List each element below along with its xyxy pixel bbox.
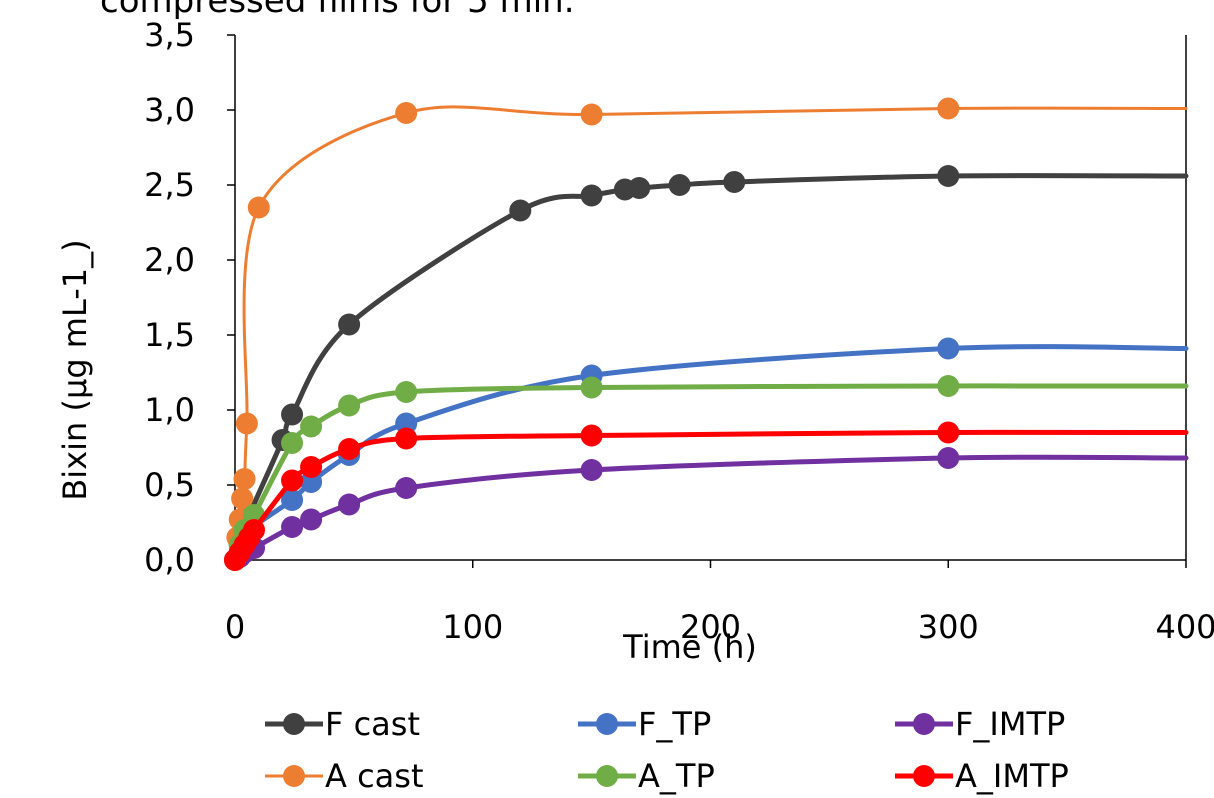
data-point: [281, 432, 304, 454]
plot-area: [224, 97, 1189, 571]
y-tick-label: 0,0: [144, 541, 195, 579]
series-line: [232, 344, 1189, 563]
data-point: [338, 313, 361, 336]
y-tick-label: 3,0: [144, 91, 195, 129]
legend-swatch-marker: [913, 765, 935, 787]
data-point: [281, 469, 304, 492]
data-point: [509, 199, 532, 222]
x-tick-label: 0: [225, 608, 245, 646]
legend-label: A_IMTP: [955, 757, 1069, 795]
series-f-cast: [224, 165, 1189, 571]
legend-item: F_IMTP: [895, 705, 1065, 743]
y-tick-label: 2,5: [144, 166, 195, 204]
legend-item: F cast: [265, 705, 420, 743]
data-point: [233, 468, 256, 490]
data-point: [281, 516, 304, 538]
data-point: [580, 103, 603, 126]
series-f-imtp: [224, 447, 1189, 571]
series-a-tp: [224, 375, 1189, 571]
y-tick-label: 3,5: [144, 16, 195, 54]
data-point: [723, 171, 746, 193]
legend-swatch-marker: [596, 713, 618, 735]
data-point: [235, 412, 258, 435]
data-point: [231, 487, 254, 510]
data-point: [300, 456, 323, 478]
data-point: [395, 477, 418, 499]
data-point: [937, 375, 960, 397]
y-axis-ticks: 0,0 0,5 1,0 1,5 2,0 2,5 3,0 3,5: [144, 16, 235, 579]
y-tick-label: 2,0: [144, 241, 195, 279]
x-tick-label: 400: [1155, 608, 1214, 646]
x-tick-label: 300: [918, 608, 979, 646]
x-tick-label: 100: [442, 608, 503, 646]
data-point: [580, 424, 603, 447]
data-point: [300, 415, 323, 438]
y-tick-label: 1,0: [144, 391, 195, 429]
data-point: [937, 337, 960, 360]
legend-swatch-marker: [596, 765, 618, 787]
data-point: [338, 394, 361, 417]
data-point: [580, 376, 603, 399]
x-tick-label: 200: [680, 608, 741, 646]
data-point: [668, 174, 691, 196]
data-point: [580, 459, 603, 481]
legend: F cast F_TP F_IMTP A cast A_TP A_IMTP: [265, 705, 1069, 795]
x-axis-title: Time (h): [622, 628, 757, 666]
data-point: [395, 102, 418, 124]
y-tick-label: 0,5: [144, 466, 195, 504]
legend-swatch-marker: [913, 713, 935, 735]
data-point: [937, 447, 960, 469]
data-point: [580, 184, 603, 207]
x-axis-ticks: 0 100 200 300 400: [225, 560, 1214, 646]
data-point: [395, 427, 418, 450]
data-point: [300, 508, 323, 531]
series-line: [232, 454, 1189, 563]
data-point: [247, 196, 270, 219]
legend-label: F_IMTP: [955, 705, 1065, 743]
legend-item: A_TP: [578, 757, 715, 795]
legend-item: F_TP: [578, 705, 711, 743]
data-point: [937, 421, 960, 444]
legend-label: A_TP: [638, 757, 715, 795]
series-a-cast: [224, 97, 1188, 571]
series-a-imtp: [224, 421, 1189, 571]
data-point: [281, 403, 304, 426]
data-point: [243, 519, 266, 541]
data-point: [937, 97, 960, 120]
legend-item: A cast: [265, 757, 423, 795]
legend-label: F_TP: [638, 705, 711, 743]
legend-swatch-marker: [283, 713, 305, 735]
series-f-tp: [224, 337, 1189, 571]
chart-title: compressed films for 5 min.: [100, 0, 575, 21]
legend-swatch-marker: [283, 765, 305, 787]
series-line: [232, 173, 1189, 563]
series-line: [232, 383, 1189, 563]
legend-label: F cast: [325, 705, 420, 743]
data-point: [338, 493, 361, 516]
data-point: [937, 165, 960, 187]
y-axis-title: Bixin (µg mL-1_): [56, 239, 94, 500]
data-point: [395, 381, 418, 403]
legend-item: A_IMTP: [895, 757, 1069, 795]
data-point: [628, 177, 651, 199]
data-point: [281, 489, 304, 511]
y-tick-label: 1,5: [144, 316, 195, 354]
legend-label: A cast: [325, 757, 423, 795]
data-point: [338, 438, 361, 460]
